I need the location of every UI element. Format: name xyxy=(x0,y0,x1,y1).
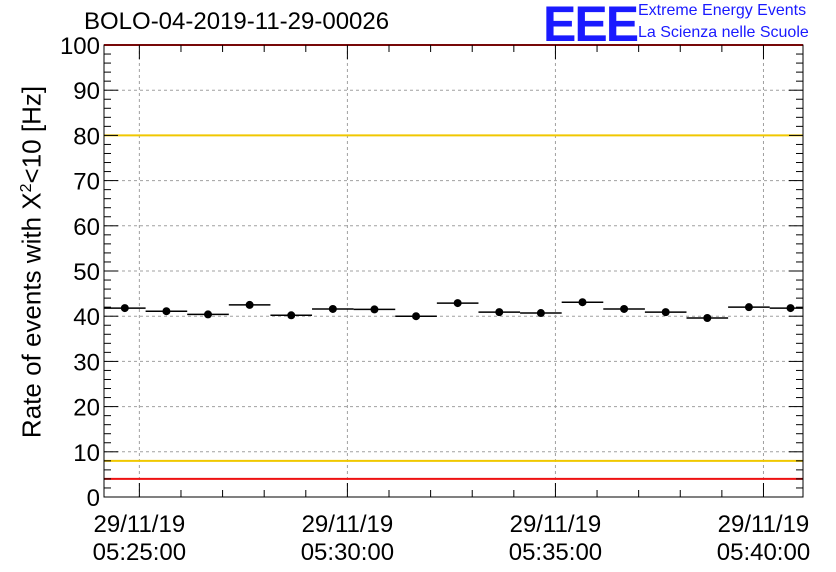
y-tick-label: 30 xyxy=(73,349,100,376)
data-point xyxy=(162,307,171,316)
data-point xyxy=(328,304,337,313)
chart-title: BOLO-04-2019-11-29-00026 xyxy=(84,8,390,35)
data-point xyxy=(495,308,504,317)
y-tick-label: 60 xyxy=(73,214,100,241)
x-tick-time-label: 05:30:00 xyxy=(301,539,394,566)
data-point xyxy=(744,303,753,312)
y-tick-label: 20 xyxy=(73,395,100,422)
data-point xyxy=(536,309,545,318)
y-tick-label: 40 xyxy=(73,304,100,331)
x-tick-date-label: 29/11/19 xyxy=(510,511,602,538)
y-tick-label: 90 xyxy=(73,78,100,105)
data-point xyxy=(453,299,462,308)
data-point xyxy=(786,304,795,313)
y-tick-label: 100 xyxy=(60,33,100,60)
x-tick-date-label: 29/11/19 xyxy=(718,511,810,538)
data-point xyxy=(578,298,587,307)
x-tick-time-label: 05:25:00 xyxy=(93,539,186,566)
y-axis-label: Rate of events with X2<10 [Hz] xyxy=(16,85,47,439)
y-tick-label: 0 xyxy=(87,485,100,512)
data-point xyxy=(245,300,254,309)
y-tick-label: 10 xyxy=(73,440,100,467)
y-tick-label: 80 xyxy=(73,123,100,150)
x-tick-date-label: 29/11/19 xyxy=(302,511,394,538)
y-tick-label: 70 xyxy=(73,169,100,196)
eee-logo: EEE xyxy=(543,0,639,52)
data-point xyxy=(412,312,421,321)
data-point xyxy=(370,305,379,314)
x-tick-time-label: 05:40:00 xyxy=(717,539,810,566)
y-tick-label: 50 xyxy=(73,259,100,286)
data-point xyxy=(204,310,213,319)
logo-caption-line2: La Scienza nelle Scuole xyxy=(638,24,809,41)
logo-caption-line1: Extreme Energy Events xyxy=(638,2,807,19)
data-point xyxy=(661,308,670,317)
data-point xyxy=(287,311,296,320)
data-point xyxy=(620,304,629,313)
x-tick-date-label: 29/11/19 xyxy=(94,511,186,538)
x-tick-time-label: 05:35:00 xyxy=(509,539,602,566)
data-point xyxy=(120,304,129,313)
data-point xyxy=(703,314,712,323)
